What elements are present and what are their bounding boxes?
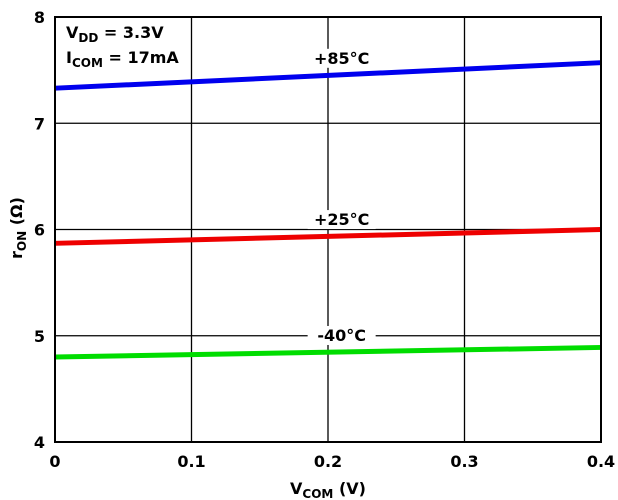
x-tick-label-1: 0.1 — [177, 452, 205, 471]
series-line-1 — [54, 227, 602, 246]
series-line-2 — [54, 344, 602, 360]
series-lines — [54, 60, 602, 360]
y-tick-label-2: 6 — [34, 221, 45, 240]
y-tick-label-3: 7 — [34, 114, 45, 133]
series-label-bg-2 — [307, 325, 376, 345]
x-tick-label-3: 0.3 — [450, 452, 478, 471]
condition-icom: ICOM = 17mA — [66, 48, 179, 70]
series-label-0: +85°C — [314, 49, 369, 68]
condition-vdd: VDD = 3.3V — [66, 23, 164, 45]
series-line-0 — [54, 60, 602, 91]
plot-frame — [54, 16, 602, 443]
series-label-bg-0 — [307, 48, 376, 68]
series-label-bg-1 — [307, 210, 376, 230]
x-tick-label-2: 0.2 — [314, 452, 342, 471]
x-tick-labels: 0 0.1 0.2 0.3 0.4 — [49, 452, 615, 471]
y-tick-labels: 4 5 6 7 8 — [34, 8, 45, 452]
y-tick-label-0: 4 — [34, 433, 45, 452]
y-tick-label-1: 5 — [34, 327, 45, 346]
y-tick-label-4: 8 — [34, 8, 45, 27]
x-axis-title: VCOM (V) — [290, 479, 366, 500]
series-labels: +85°C +25°C -40°C — [307, 48, 376, 345]
x-tick-label-4: 0.4 — [587, 452, 615, 471]
y-axis-title: rON (Ω) — [7, 197, 29, 259]
series-label-2: -40°C — [317, 326, 366, 345]
series-label-1: +25°C — [314, 210, 369, 229]
x-tick-label-0: 0 — [49, 452, 60, 471]
conditions-note: VDD = 3.3V ICOM = 17mA — [66, 23, 179, 70]
